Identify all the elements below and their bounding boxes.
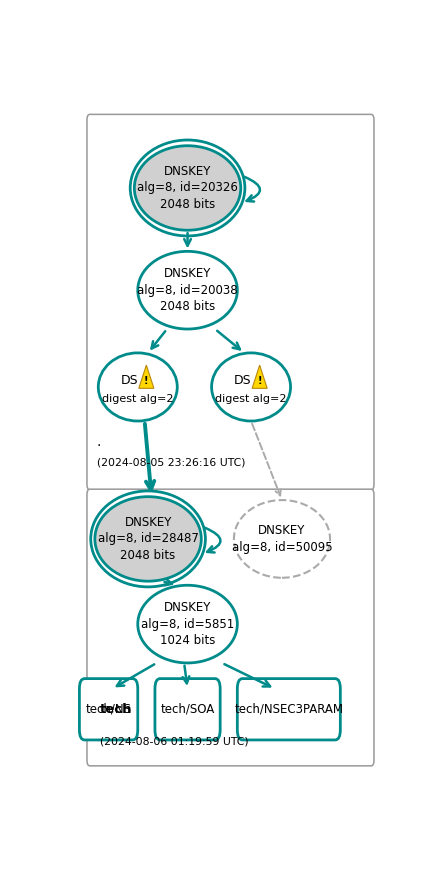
Text: DNSKEY
alg=8, id=5851
1024 bits: DNSKEY alg=8, id=5851 1024 bits (141, 601, 234, 647)
Polygon shape (139, 366, 154, 389)
Text: DS: DS (120, 373, 138, 387)
Text: DS: DS (233, 373, 251, 387)
FancyArrowPatch shape (205, 527, 221, 552)
Text: digest alg=2: digest alg=2 (102, 394, 174, 404)
Text: tech/NSEC3PARAM: tech/NSEC3PARAM (234, 703, 343, 716)
FancyBboxPatch shape (155, 679, 220, 740)
Text: DNSKEY
alg=8, id=20326
2048 bits: DNSKEY alg=8, id=20326 2048 bits (137, 165, 238, 211)
FancyBboxPatch shape (87, 114, 374, 490)
FancyBboxPatch shape (79, 679, 138, 740)
Polygon shape (252, 366, 267, 389)
Text: DNSKEY
alg=8, id=20038
2048 bits: DNSKEY alg=8, id=20038 2048 bits (137, 267, 238, 313)
Ellipse shape (95, 496, 201, 581)
Text: .: . (97, 435, 101, 449)
Ellipse shape (134, 146, 241, 230)
FancyBboxPatch shape (87, 489, 374, 766)
Ellipse shape (98, 353, 177, 421)
Ellipse shape (138, 251, 237, 329)
Text: (2024-08-05 23:26:16 UTC): (2024-08-05 23:26:16 UTC) (97, 458, 245, 467)
Text: tech/SOA: tech/SOA (160, 703, 215, 716)
FancyBboxPatch shape (237, 679, 340, 740)
FancyArrowPatch shape (245, 177, 260, 202)
Text: DNSKEY
alg=8, id=50095: DNSKEY alg=8, id=50095 (232, 524, 332, 554)
Text: !: ! (257, 376, 262, 386)
Text: DNSKEY
alg=8, id=28487
2048 bits: DNSKEY alg=8, id=28487 2048 bits (97, 516, 198, 562)
Text: !: ! (144, 376, 148, 386)
Text: tech: tech (100, 703, 132, 716)
Ellipse shape (234, 500, 330, 578)
Text: (2024-08-06 01:19:59 UTC): (2024-08-06 01:19:59 UTC) (100, 737, 249, 747)
Text: digest alg=2: digest alg=2 (215, 394, 287, 404)
Ellipse shape (212, 353, 291, 421)
Text: tech/NS: tech/NS (85, 703, 132, 716)
Ellipse shape (138, 585, 237, 663)
